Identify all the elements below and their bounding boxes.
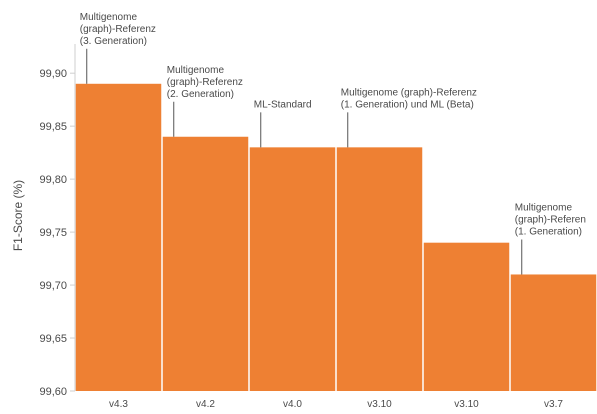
x-tick-label: v4.3	[109, 399, 128, 409]
y-tick-label: 99,90	[39, 68, 67, 80]
bar	[423, 242, 510, 391]
bar	[249, 147, 336, 391]
x-tick-label: v3.10	[367, 399, 392, 409]
annotation-label: (graph)-Referenz	[167, 77, 243, 88]
annotation-label: Multigenome	[167, 65, 225, 76]
y-tick-label: 99,70	[39, 280, 67, 292]
annotation-label: Multigenome (graph)-Referenz	[341, 87, 477, 98]
y-tick-label: 99,85	[39, 121, 67, 133]
annotation-label: ML-Standard	[254, 99, 312, 110]
y-tick-label: 99,80	[39, 174, 67, 186]
x-tick-label: v4.0	[283, 399, 302, 409]
annotation-label: (1. Generation)	[515, 226, 582, 237]
annotation-label: (1. Generation) und ML (Beta)	[341, 99, 474, 110]
bar	[75, 83, 162, 391]
axis-layer: 99,60 99,65 99,70 99,75 99,80 99,85 99,90 F1-Sc…	[11, 44, 76, 398]
annotation-label: (2. Generation)	[167, 89, 234, 100]
bar	[336, 147, 423, 391]
y-tick-label: 99,75	[39, 227, 67, 239]
annotation-label: (graph)-Referenz	[80, 24, 156, 35]
label-layer: v4.3 v4.2 v4.0 v3.10 v3.10 v3.7	[109, 399, 563, 410]
annotation-label: (3. Generation)	[80, 36, 147, 47]
bar	[510, 274, 597, 391]
y-tick-label: 99,65	[39, 333, 67, 345]
bar	[162, 136, 249, 391]
annotation-label: Multigenome	[80, 12, 138, 23]
x-tick-label: v3.10	[454, 399, 479, 409]
x-tick-label: v4.2	[196, 399, 215, 409]
annotation-label: Multigenome	[515, 202, 573, 213]
annotation-label: (graph)-Referen	[515, 214, 586, 225]
x-tick-label: v3.7	[544, 399, 563, 409]
annotation-layer: Multigenome(graph)-Referenz(3. Generatio…	[80, 12, 586, 275]
y-tick-label: 99,60	[39, 386, 67, 398]
bar-layer	[75, 83, 597, 391]
y-axis-title: F1-Score (%)	[11, 180, 25, 251]
